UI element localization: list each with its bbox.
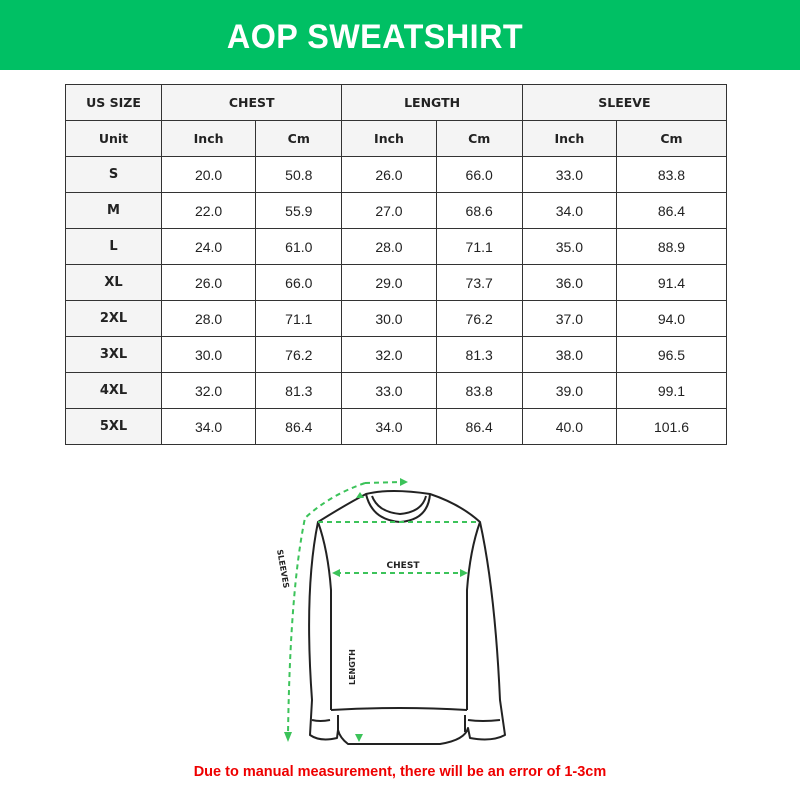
size-cell: 4XL (65, 372, 162, 409)
value-cell: 71.1 (255, 300, 343, 337)
value-cell: 68.6 (435, 192, 523, 229)
table-row: 5XL 34.0 86.4 34.0 86.4 40.0 101.6 (65, 408, 728, 445)
table-row: XL 26.0 66.0 29.0 73.7 36.0 91.4 (65, 264, 728, 301)
unit-row: Unit Inch Cm Inch Cm Inch Cm (65, 120, 728, 157)
value-cell: 101.6 (615, 408, 728, 445)
value-cell: 32.0 (341, 336, 437, 373)
value-cell: 29.0 (341, 264, 437, 301)
table-row: L 24.0 61.0 28.0 71.1 35.0 88.9 (65, 228, 728, 265)
unit-cell: Cm (435, 120, 523, 157)
value-cell: 83.8 (435, 372, 523, 409)
page-title: AOP SWEATSHIRT (226, 18, 524, 56)
value-cell: 24.0 (160, 228, 257, 265)
value-cell: 91.4 (615, 264, 728, 301)
value-cell: 94.0 (615, 300, 728, 337)
value-cell: 96.5 (615, 336, 728, 373)
value-cell: 88.9 (615, 228, 728, 265)
sweatshirt-diagram: CHEST LENGTH SLEEVES (275, 478, 506, 745)
table-row: 3XL 30.0 76.2 32.0 81.3 38.0 96.5 (65, 336, 728, 373)
value-cell: 34.0 (341, 408, 437, 445)
value-cell: 30.0 (160, 336, 257, 373)
size-cell: 5XL (65, 408, 162, 445)
value-cell: 37.0 (521, 300, 617, 337)
value-cell: 34.0 (160, 408, 257, 445)
size-cell: 3XL (65, 336, 162, 373)
measurement-arrows (287, 481, 478, 736)
value-cell: 66.0 (255, 264, 343, 301)
value-cell: 38.0 (521, 336, 617, 373)
value-cell: 86.4 (615, 192, 728, 229)
value-cell: 22.0 (160, 192, 257, 229)
value-cell: 34.0 (521, 192, 617, 229)
value-cell: 26.0 (341, 156, 437, 193)
value-cell: 40.0 (521, 408, 617, 445)
value-cell: 26.0 (160, 264, 257, 301)
value-cell: 36.0 (521, 264, 617, 301)
value-cell: 81.3 (255, 372, 343, 409)
size-cell: M (65, 192, 162, 229)
value-cell: 35.0 (521, 228, 617, 265)
value-cell: 39.0 (521, 372, 617, 409)
header-chest: CHEST (160, 84, 343, 121)
unit-cell: Inch (160, 120, 257, 157)
value-cell: 71.1 (435, 228, 523, 265)
value-cell: 73.7 (435, 264, 523, 301)
value-cell: 76.2 (255, 336, 343, 373)
size-cell: XL (65, 264, 162, 301)
unit-cell: Inch (341, 120, 437, 157)
value-cell: 33.0 (521, 156, 617, 193)
size-cell: 2XL (65, 300, 162, 337)
unit-cell: Cm (615, 120, 728, 157)
sleeve-label: SLEEVES (275, 549, 291, 589)
value-cell: 30.0 (341, 300, 437, 337)
header-length: LENGTH (341, 84, 523, 121)
header-banner: AOP SWEATSHIRT (0, 0, 800, 70)
measurement-note: Due to manual measurement, there will be… (193, 764, 607, 780)
value-cell: 50.8 (255, 156, 343, 193)
value-cell: 32.0 (160, 372, 257, 409)
sleeve-arrow (287, 482, 366, 736)
chest-label: CHEST (387, 561, 421, 571)
value-cell: 28.0 (341, 228, 437, 265)
group-header-row: US SIZE CHEST LENGTH SLEEVE (65, 84, 728, 121)
unit-cell: Unit (65, 120, 162, 157)
length-label: LENGTH (348, 649, 357, 685)
unit-cell: Inch (521, 120, 617, 157)
table-row: M 22.0 55.9 27.0 68.6 34.0 86.4 (65, 192, 728, 229)
value-cell: 99.1 (615, 372, 728, 409)
value-cell: 20.0 (160, 156, 257, 193)
header-sleeve: SLEEVE (521, 84, 728, 121)
value-cell: 86.4 (255, 408, 343, 445)
table-row: S 20.0 50.8 26.0 66.0 33.0 83.8 (65, 156, 728, 193)
size-cell: L (65, 228, 162, 265)
value-cell: 33.0 (341, 372, 437, 409)
arrow-heads (284, 478, 468, 742)
value-cell: 81.3 (435, 336, 523, 373)
size-cell: S (65, 156, 162, 193)
value-cell: 83.8 (615, 156, 728, 193)
header-us-size: US SIZE (65, 84, 162, 121)
value-cell: 66.0 (435, 156, 523, 193)
value-cell: 86.4 (435, 408, 523, 445)
shoulder-arrow (364, 481, 401, 484)
table-row: 4XL 32.0 81.3 33.0 83.8 39.0 99.1 (65, 372, 728, 409)
value-cell: 27.0 (341, 192, 437, 229)
value-cell: 28.0 (160, 300, 257, 337)
value-cell: 76.2 (435, 300, 523, 337)
size-chart-table: US SIZE CHEST LENGTH SLEEVE Unit Inch Cm… (65, 84, 728, 445)
unit-cell: Cm (255, 120, 343, 157)
sweatshirt-outline (308, 490, 506, 745)
value-cell: 55.9 (255, 192, 343, 229)
table-row: 2XL 28.0 71.1 30.0 76.2 37.0 94.0 (65, 300, 728, 337)
value-cell: 61.0 (255, 228, 343, 265)
